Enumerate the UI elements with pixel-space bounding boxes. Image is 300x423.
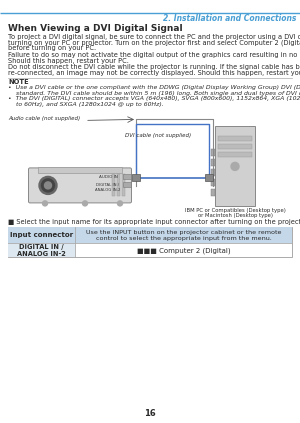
Bar bbox=[205, 174, 213, 181]
Circle shape bbox=[118, 201, 122, 206]
Text: AUDIO IN: AUDIO IN bbox=[99, 176, 117, 179]
Text: 16: 16 bbox=[144, 409, 156, 418]
Text: DVI cable (not supplied): DVI cable (not supplied) bbox=[125, 133, 191, 138]
Bar bbox=[112, 174, 115, 196]
Bar bbox=[211, 159, 215, 166]
Bar bbox=[38, 168, 122, 173]
Bar bbox=[123, 182, 131, 187]
Circle shape bbox=[82, 201, 88, 206]
Text: to 60Hz), and SXGA (1280x1024 @ up to 60Hz).: to 60Hz), and SXGA (1280x1024 @ up to 60… bbox=[8, 102, 164, 107]
Text: turning on your PC or projector. Turn on the projector first and select Computer: turning on your PC or projector. Turn on… bbox=[8, 39, 300, 46]
Bar bbox=[211, 149, 215, 157]
Bar bbox=[132, 174, 140, 181]
Circle shape bbox=[43, 201, 47, 206]
Text: re-connected, an image may not be correctly displayed. Should this happen, resta: re-connected, an image may not be correc… bbox=[8, 70, 300, 76]
Circle shape bbox=[44, 182, 52, 189]
Text: DIGITAL IN /
ANALOG IN-2: DIGITAL IN / ANALOG IN-2 bbox=[95, 183, 121, 192]
Bar bbox=[215, 126, 255, 206]
Text: Audio cable (not supplied): Audio cable (not supplied) bbox=[8, 116, 80, 121]
Text: standard. The DVI cable should be within 5 m (196) long. Both single and dual ty: standard. The DVI cable should be within… bbox=[8, 91, 300, 96]
Text: NOTE: NOTE bbox=[8, 80, 28, 85]
Bar bbox=[123, 174, 131, 179]
Bar bbox=[211, 169, 215, 176]
Text: Do not disconnect the DVI cable while the projector is running. If the signal ca: Do not disconnect the DVI cable while th… bbox=[8, 64, 300, 70]
Text: DIGITAL IN /
ANALOG IN-2: DIGITAL IN / ANALOG IN-2 bbox=[17, 244, 66, 257]
Bar bbox=[8, 228, 292, 258]
Text: or Macintosh (Desktop type): or Macintosh (Desktop type) bbox=[197, 213, 272, 218]
Bar bbox=[211, 190, 215, 196]
Circle shape bbox=[41, 179, 55, 192]
Text: To project a DVI digital signal, be sure to connect the PC and the projector usi: To project a DVI digital signal, be sure… bbox=[8, 33, 300, 39]
Text: ■ Select the input name for its appropriate input connector after turning on the: ■ Select the input name for its appropri… bbox=[8, 220, 300, 225]
Text: before turning on your PC.: before turning on your PC. bbox=[8, 45, 96, 52]
Text: 2. Installation and Connections: 2. Installation and Connections bbox=[163, 14, 296, 23]
Text: Should this happen, restart your PC.: Should this happen, restart your PC. bbox=[8, 58, 129, 64]
Bar bbox=[8, 228, 292, 243]
Bar bbox=[117, 174, 120, 196]
Text: IBM PC or Compatibles (Desktop type): IBM PC or Compatibles (Desktop type) bbox=[184, 209, 285, 213]
Text: Failure to do so may not activate the digital output of the graphics card result: Failure to do so may not activate the di… bbox=[8, 52, 300, 58]
FancyBboxPatch shape bbox=[28, 168, 131, 203]
Bar bbox=[122, 174, 125, 196]
Text: Use the INPUT button on the projector cabinet or the remote
control to select th: Use the INPUT button on the projector ca… bbox=[86, 230, 281, 241]
Text: •  Use a DVI cable or the one compliant with the DDWG (Digital Display Working G: • Use a DVI cable or the one compliant w… bbox=[8, 85, 300, 91]
Bar bbox=[8, 243, 75, 258]
Text: •  The DVI (DIGITAL) connector accepts VGA (640x480), SVGA (800x600), 1152x864, : • The DVI (DIGITAL) connector accepts VG… bbox=[8, 96, 300, 102]
Circle shape bbox=[231, 162, 239, 170]
Bar bbox=[218, 136, 252, 141]
Bar bbox=[218, 152, 252, 157]
Text: Input connector: Input connector bbox=[10, 232, 73, 239]
Text: When Viewing a DVI Digital Signal: When Viewing a DVI Digital Signal bbox=[8, 24, 183, 33]
Bar bbox=[211, 179, 215, 187]
Bar bbox=[218, 144, 252, 149]
Circle shape bbox=[39, 176, 57, 195]
Text: ■■■ Computer 2 (Digital): ■■■ Computer 2 (Digital) bbox=[137, 247, 230, 254]
